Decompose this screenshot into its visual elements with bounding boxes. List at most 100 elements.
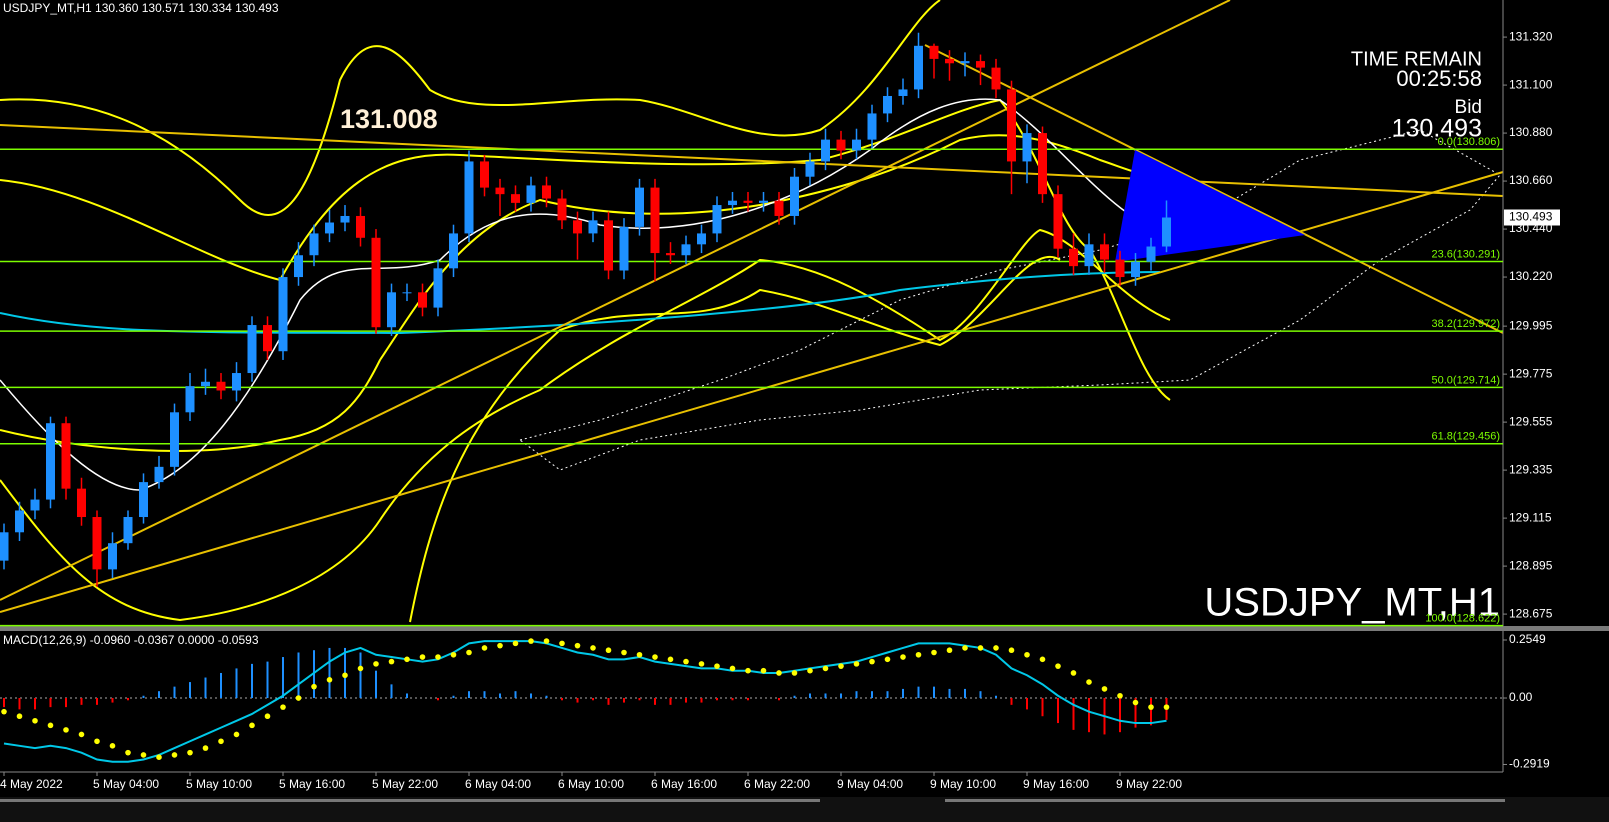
candle-body [728, 200, 737, 206]
macd-bar [468, 691, 470, 699]
fib-label: 61.8(129.456) [1432, 431, 1501, 443]
candle-body [278, 277, 288, 352]
macd-bar [840, 693, 842, 699]
macd-bar [251, 663, 253, 699]
signal-dot [915, 651, 922, 658]
signal-dot [171, 752, 178, 758]
candle-body [480, 161, 489, 188]
candle-body [991, 67, 1001, 90]
macd-bar [917, 686, 920, 699]
signal-dot [729, 665, 736, 672]
signal-dot [1163, 704, 1170, 710]
signal-dot [466, 649, 472, 656]
candle-body [883, 95, 892, 114]
candle-body [123, 517, 133, 544]
macd-bar [127, 698, 129, 701]
signal-dot [1117, 692, 1123, 699]
signal-dot [497, 642, 503, 649]
macd-bar [793, 695, 796, 699]
bid-label: Bid [1455, 97, 1482, 118]
y-tick-label: 129.555 [1509, 414, 1553, 428]
signal-dot [404, 656, 410, 663]
candle-body [712, 205, 722, 234]
signal-dot [667, 656, 674, 663]
macd-bar [1041, 698, 1044, 717]
y-tick-label: 129.115 [1509, 510, 1552, 524]
x-tick-label: 9 May 10:00 [930, 777, 996, 791]
macd-bar [747, 698, 749, 701]
candle-body [201, 381, 210, 387]
panel-separator [0, 626, 1609, 631]
trendline [0, 124, 1504, 197]
signal-dot [977, 645, 984, 651]
macd-line [3, 640, 1167, 763]
signal-dot [202, 745, 209, 751]
candle-body [1115, 259, 1125, 278]
signal-dot [264, 713, 271, 720]
bid-value: 130.493 [1392, 115, 1482, 143]
macd-bar [158, 691, 160, 699]
x-tick-label: 5 May 16:00 [279, 777, 345, 791]
candle-body [619, 226, 629, 271]
trendline [0, 0, 1231, 601]
symbol-label: USDJPY_MT,H1 [1204, 581, 1500, 625]
macd-bar [592, 698, 594, 701]
band-outer-lower [0, 228, 1171, 622]
x-tick-label: 6 May 04:00 [465, 777, 531, 791]
macd-bar [716, 698, 718, 701]
macd-bar [3, 698, 5, 708]
candle-body [387, 292, 396, 328]
macd-bar [902, 688, 904, 699]
signal-dot [636, 651, 643, 658]
macd-bar [1119, 698, 1121, 733]
candle-body [1162, 217, 1171, 247]
macd-bar [1150, 698, 1152, 726]
candle-body [402, 292, 412, 294]
signal-dot [745, 667, 751, 674]
candle-body [0, 532, 9, 561]
macd-bar [607, 698, 610, 705]
macd-bar [1057, 698, 1059, 724]
signal-dot [884, 656, 891, 663]
macd-bar [204, 677, 207, 699]
signal-dot [481, 645, 488, 651]
macd-bar [855, 691, 858, 699]
candle-body [247, 325, 257, 374]
signal-dot [435, 654, 441, 660]
candle-body [154, 466, 164, 483]
candle-body [61, 423, 71, 489]
macd-bar [1026, 698, 1028, 710]
signal-dot [528, 638, 534, 644]
candle-body [1084, 244, 1094, 267]
x-tick-label: 4 May 2022 [0, 777, 63, 791]
macd-bar [18, 698, 21, 710]
candle-body [697, 233, 706, 245]
macd-bar [778, 698, 780, 701]
fib-label: 100.0(128.622) [1425, 613, 1500, 625]
candle-body [1069, 248, 1078, 267]
signal-dot [419, 654, 426, 660]
macd-bar [731, 698, 734, 701]
candle-body [15, 510, 24, 533]
signal-dot [311, 683, 317, 690]
macd-bar [65, 698, 67, 708]
macd-bar [189, 682, 191, 699]
macd-bar [530, 693, 532, 699]
y-tick-label: 131.320 [1509, 29, 1553, 43]
signal-dot [652, 654, 658, 660]
signal-dot [187, 749, 193, 756]
candle-body [1146, 246, 1156, 262]
signal-dot [931, 649, 937, 656]
x-tick-label: 5 May 10:00 [186, 777, 252, 791]
macd-bar [220, 672, 222, 699]
candle-body [650, 187, 660, 254]
signal-dot [776, 670, 782, 676]
moving-average-white [0, 98, 1171, 491]
macd-bar [545, 695, 548, 699]
candle-body [30, 499, 40, 511]
y-tick-label: 131.100 [1509, 77, 1553, 91]
signal-dot [373, 661, 379, 667]
y-tick-label: 129.995 [1509, 318, 1553, 332]
candle-body [449, 233, 458, 269]
